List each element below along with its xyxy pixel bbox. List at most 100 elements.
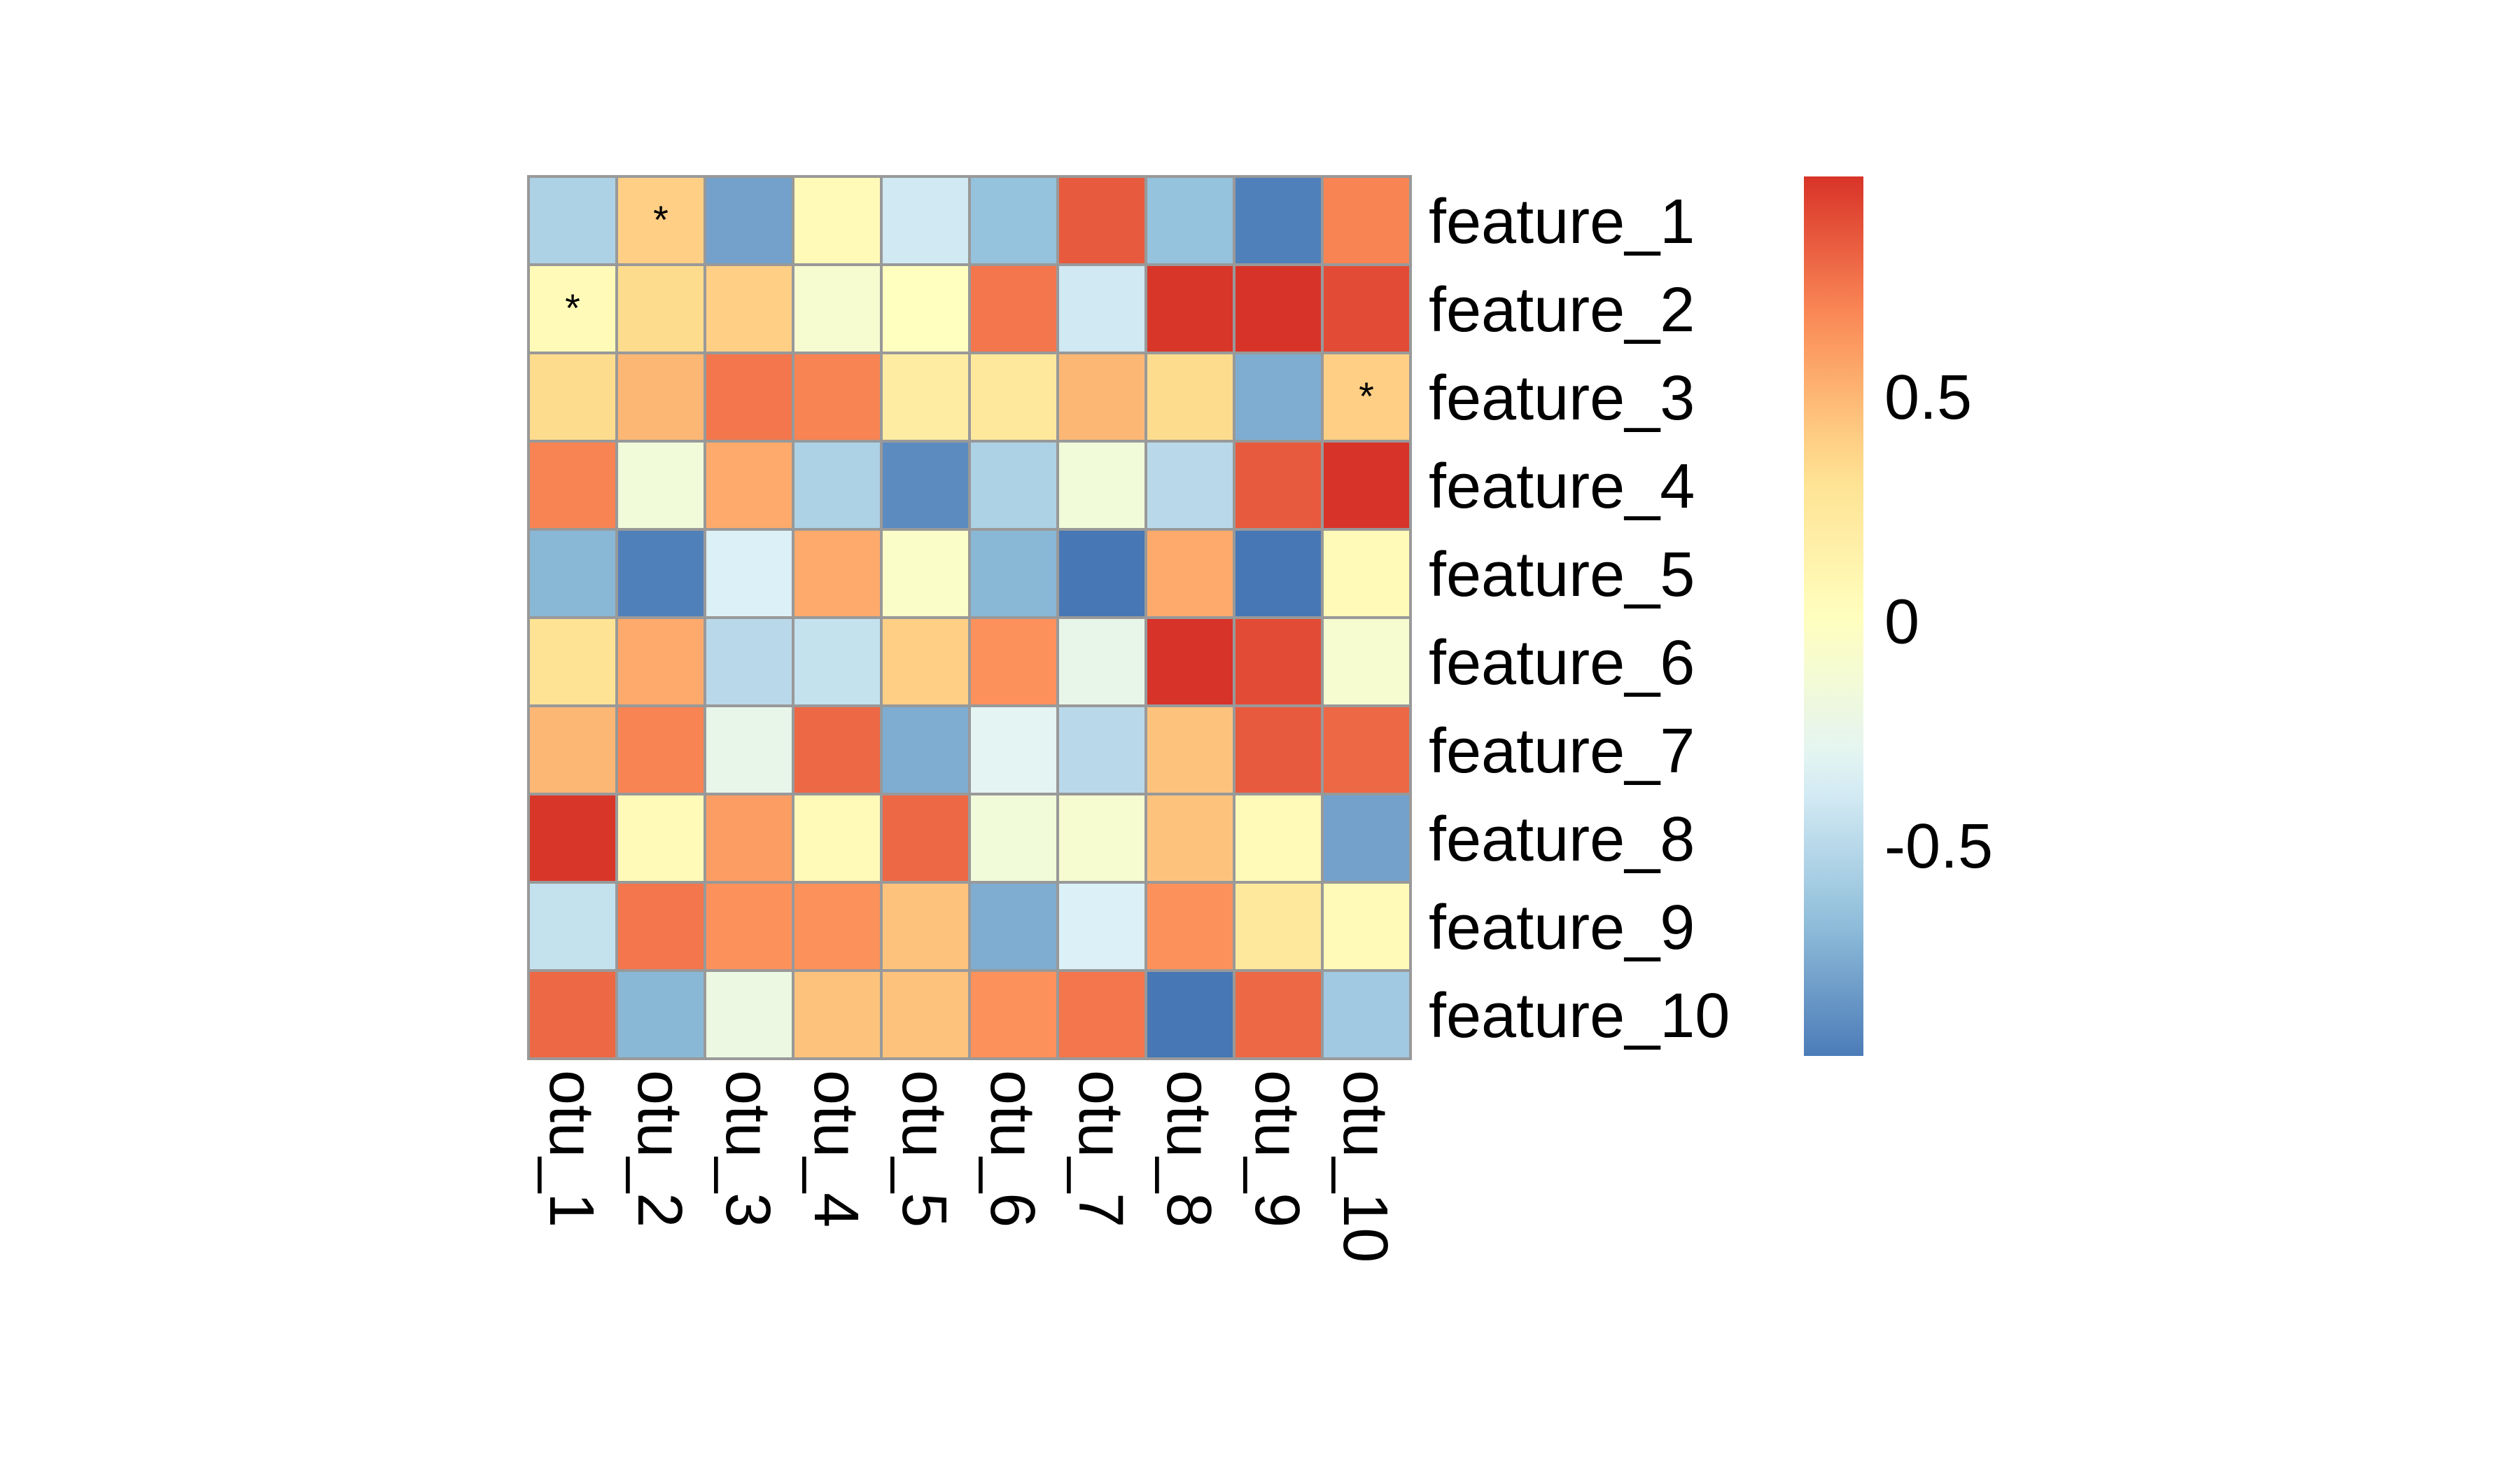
significance-star: *: [653, 197, 668, 242]
row-label-feature_1: feature_1: [1429, 187, 1695, 257]
heatmap-cell-feature_6-otu_1: [527, 616, 618, 707]
heatmap-cell-feature_4-otu_3: [704, 440, 794, 531]
heatmap-cell-feature_1-otu_9: [1233, 175, 1324, 266]
heatmap-cell-feature_6-otu_6: [968, 616, 1059, 707]
heatmap-cell-feature_4-otu_4: [792, 440, 883, 531]
heatmap-cell-feature_1-otu_4: [792, 175, 883, 266]
heatmap-cell-feature_10-otu_1: [527, 969, 618, 1060]
significance-star: *: [565, 286, 580, 330]
heatmap-cell-feature_3-otu_2: [615, 352, 706, 443]
row-label-feature_9: feature_9: [1429, 893, 1695, 963]
heatmap-cell-feature_6-otu_4: [792, 616, 883, 707]
heatmap-cell-feature_4-otu_8: [1144, 440, 1236, 531]
colorbar-tick-label: 0: [1884, 587, 1919, 657]
heatmap-cell-feature_8-otu_2: [615, 793, 706, 884]
heatmap-cell-feature_1-otu_7: [1056, 175, 1147, 266]
column-label-otu_3: otu_3: [713, 1070, 783, 1228]
heatmap-cell-feature_10-otu_6: [968, 969, 1059, 1060]
heatmap-cell-feature_10-otu_3: [704, 969, 794, 1060]
heatmap-cell-feature_2-otu_7: [1056, 263, 1147, 354]
heatmap-cell-feature_6-otu_5: [880, 616, 971, 707]
heatmap-cell-feature_10-otu_9: [1233, 969, 1324, 1060]
heatmap-cell-feature_6-otu_3: [704, 616, 794, 707]
heatmap-cell-feature_5-otu_7: [1056, 528, 1147, 619]
row-label-feature_3: feature_3: [1429, 363, 1695, 433]
heatmap-cell-feature_3-otu_9: [1233, 352, 1324, 443]
heatmap-cell-feature_7-otu_10: [1321, 704, 1412, 795]
heatmap-cell-feature_5-otu_8: [1144, 528, 1236, 619]
heatmap-cell-feature_8-otu_8: [1144, 793, 1236, 884]
heatmap-cell-feature_4-otu_5: [880, 440, 971, 531]
heatmap-cell-feature_8-otu_9: [1233, 793, 1324, 884]
heatmap-cell-feature_3-otu_6: [968, 352, 1059, 443]
heatmap-cell-feature_5-otu_10: [1321, 528, 1412, 619]
row-label-feature_10: feature_10: [1429, 981, 1730, 1051]
heatmap-cell-feature_3-otu_5: [880, 352, 971, 443]
heatmap-cell-feature_8-otu_6: [968, 793, 1059, 884]
heatmap-cell-feature_4-otu_6: [968, 440, 1059, 531]
row-label-feature_8: feature_8: [1429, 805, 1695, 875]
heatmap-cell-feature_2-otu_10: [1321, 263, 1412, 354]
heatmap-cell-feature_9-otu_4: [792, 881, 883, 972]
column-label-otu_6: otu_6: [977, 1070, 1047, 1228]
heatmap-cell-feature_7-otu_7: [1056, 704, 1147, 795]
colorbar-gradient: [1804, 176, 1863, 1056]
heatmap-cell-feature_9-otu_6: [968, 881, 1059, 972]
row-label-feature_2: feature_2: [1429, 275, 1695, 345]
row-label-feature_7: feature_7: [1429, 716, 1695, 786]
heatmap-cell-feature_9-otu_8: [1144, 881, 1236, 972]
heatmap-cell-feature_9-otu_7: [1056, 881, 1147, 972]
colorbar-tick-label: -0.5: [1884, 812, 1993, 882]
heatmap-cell-feature_9-otu_5: [880, 881, 971, 972]
heatmap-cell-feature_6-otu_8: [1144, 616, 1236, 707]
heatmap-cell-feature_9-otu_9: [1233, 881, 1324, 972]
column-label-otu_8: otu_8: [1154, 1070, 1224, 1228]
heatmap-cell-feature_3-otu_7: [1056, 352, 1147, 443]
heatmap-cell-feature_10-otu_10: [1321, 969, 1412, 1060]
heatmap-cell-feature_2-otu_4: [792, 263, 883, 354]
heatmap-cell-feature_1-otu_8: [1144, 175, 1236, 266]
column-label-otu_5: otu_5: [889, 1070, 959, 1228]
colorbar: 0.5 0 -0.5: [1804, 176, 1993, 1056]
heatmap-cell-feature_10-otu_7: [1056, 969, 1147, 1060]
heatmap-cell-feature_7-otu_3: [704, 704, 794, 795]
heatmap-cell-feature_2-otu_3: [704, 263, 794, 354]
row-labels: feature_1 feature_2 feature_3 feature_4feat…: [1429, 187, 1730, 1051]
significance-star: *: [1359, 374, 1374, 418]
column-label-otu_1: otu_1: [536, 1070, 606, 1228]
heatmap-cell-feature_7-otu_6: [968, 704, 1059, 795]
heatmap-cell-feature_10-otu_8: [1144, 969, 1236, 1060]
heatmap-cell-feature_9-otu_10: [1321, 881, 1412, 972]
heatmap-cell-feature_10-otu_4: [792, 969, 883, 1060]
heatmap-cell-feature_3-otu_3: [704, 352, 794, 443]
heatmap-cell-feature_7-otu_4: [792, 704, 883, 795]
heatmap-cell-feature_5-otu_4: [792, 528, 883, 619]
heatmap-cell-feature_2-otu_1: [527, 263, 618, 354]
heatmap-cell-feature_7-otu_9: [1233, 704, 1324, 795]
column-label-otu_10: otu_10: [1330, 1070, 1400, 1263]
heatmap-cell-feature_4-otu_2: [615, 440, 706, 531]
heatmap-cell-feature_4-otu_7: [1056, 440, 1147, 531]
column-label-otu_9: otu_9: [1242, 1070, 1312, 1228]
heatmap-cell-feature_8-otu_10: [1321, 793, 1412, 884]
heatmap-cell-feature_7-otu_1: [527, 704, 618, 795]
heatmap-cell-feature_8-otu_7: [1056, 793, 1147, 884]
heatmap-cell-feature_6-otu_10: [1321, 616, 1412, 707]
heatmap-cell-feature_7-otu_8: [1144, 704, 1236, 795]
heatmap-cell-feature_6-otu_7: [1056, 616, 1147, 707]
column-label-otu_2: otu_2: [624, 1070, 694, 1228]
heatmap-cell-feature_1-otu_2: [615, 175, 706, 266]
heatmap-cell-feature_9-otu_1: [527, 881, 618, 972]
heatmap-cell-feature_1-otu_5: [880, 175, 971, 266]
heatmap-cell-feature_2-otu_9: [1233, 263, 1324, 354]
heatmap-cell-feature_9-otu_2: [615, 881, 706, 972]
heatmap-cell-feature_6-otu_2: [615, 616, 706, 707]
heatmap-cell-feature_1-otu_1: [527, 175, 618, 266]
heatmap-cell-feature_5-otu_3: [704, 528, 794, 619]
heatmap-cell-feature_3-otu_4: [792, 352, 883, 443]
heatmap-cell-feature_8-otu_1: [527, 793, 618, 884]
heatmap-cell-feature_5-otu_9: [1233, 528, 1324, 619]
row-label-feature_5: feature_5: [1429, 540, 1695, 610]
